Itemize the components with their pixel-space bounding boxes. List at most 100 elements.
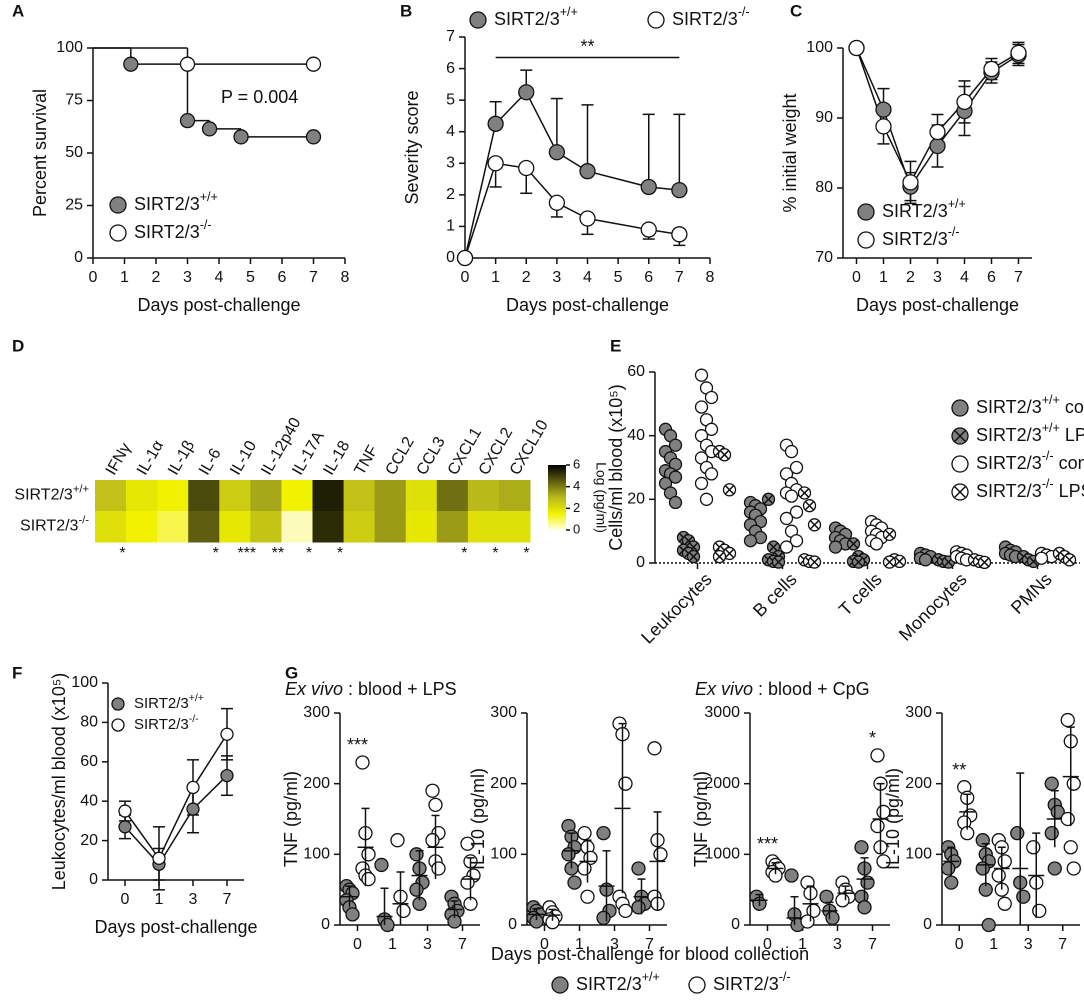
data-point bbox=[977, 555, 992, 570]
mean-sd bbox=[821, 901, 838, 920]
marker-circle bbox=[345, 907, 360, 922]
data-point bbox=[876, 854, 891, 869]
x-axis-label: Days post-challenge bbox=[856, 295, 1019, 315]
marker-circle bbox=[618, 903, 633, 919]
data-point bbox=[1016, 889, 1031, 904]
panel-letter: B bbox=[400, 1, 412, 20]
x-tick-label: 4 bbox=[960, 269, 969, 286]
data-point bbox=[1044, 825, 1059, 841]
legend-label: SIRT2/3-/- bbox=[882, 225, 960, 248]
marker-cross bbox=[894, 556, 905, 567]
y-tick-label: 75 bbox=[65, 92, 83, 109]
marker-cross bbox=[809, 520, 820, 530]
marker-circle bbox=[704, 390, 719, 405]
data-point bbox=[355, 755, 370, 770]
marker-circle bbox=[431, 861, 446, 876]
legend-label: SIRT2/3+/+ bbox=[882, 197, 966, 220]
heat-cell bbox=[250, 511, 282, 543]
data-point bbox=[882, 527, 897, 541]
y-tick-label: 200 bbox=[490, 775, 517, 792]
marker-circle bbox=[694, 476, 709, 491]
point bbox=[186, 802, 200, 816]
data-point bbox=[991, 868, 1006, 883]
marker-circle bbox=[828, 540, 843, 554]
marker-cross bbox=[719, 450, 730, 460]
legend-label: SIRT2/3+/+ bbox=[134, 190, 218, 213]
panel-letter: G bbox=[285, 663, 298, 682]
data-point bbox=[944, 875, 959, 890]
marker-circle bbox=[902, 174, 919, 191]
data-point bbox=[761, 492, 776, 506]
x-tick-label: 7 bbox=[223, 891, 232, 908]
point bbox=[579, 210, 596, 227]
data-point bbox=[789, 534, 804, 548]
marker-circle bbox=[390, 833, 405, 848]
data-point bbox=[975, 861, 990, 876]
marker-circle bbox=[631, 861, 646, 876]
marker-circle bbox=[800, 914, 815, 929]
mean-sd bbox=[411, 850, 428, 901]
column-label: CCL2 bbox=[383, 434, 418, 478]
marker-circle bbox=[1044, 825, 1059, 841]
data-point bbox=[567, 875, 582, 890]
marker-circle bbox=[567, 875, 582, 890]
marker-circle bbox=[561, 847, 576, 862]
x-tick-label: 1 bbox=[120, 269, 129, 286]
data-point bbox=[800, 914, 815, 929]
marker-circle bbox=[857, 231, 875, 249]
mean-sd bbox=[1012, 772, 1029, 925]
data-point bbox=[789, 505, 804, 519]
survival-marker bbox=[179, 56, 196, 72]
column-label: IL-18 bbox=[320, 438, 353, 478]
marker-circle bbox=[1060, 712, 1075, 728]
marker-circle bbox=[857, 900, 872, 915]
data-point bbox=[766, 540, 781, 554]
marker-circle bbox=[396, 903, 411, 919]
heat-cell bbox=[250, 480, 282, 512]
data-point bbox=[918, 553, 933, 567]
legend-marker bbox=[951, 399, 969, 417]
significance-label: * bbox=[337, 545, 343, 562]
y-tick-label: 20 bbox=[80, 832, 98, 849]
data-point bbox=[460, 875, 475, 890]
heat-cell bbox=[405, 480, 438, 512]
data-point bbox=[704, 390, 719, 405]
marker-circle bbox=[109, 224, 127, 242]
marker-circle bbox=[956, 93, 973, 111]
significance-label: * bbox=[523, 545, 529, 562]
significance-label: * bbox=[213, 545, 219, 562]
colorbar-label: Log (pg/ml) bbox=[593, 462, 609, 533]
x-tick-label: 1 bbox=[989, 936, 998, 953]
data-point bbox=[396, 903, 411, 919]
y-tick-label: 60 bbox=[80, 753, 98, 770]
point bbox=[518, 159, 535, 177]
mean-sd bbox=[1062, 726, 1079, 827]
y-tick-label: 40 bbox=[627, 427, 645, 444]
mean-sd bbox=[959, 793, 976, 830]
point bbox=[548, 144, 566, 161]
marker-circle bbox=[876, 854, 891, 869]
data-point bbox=[668, 495, 683, 510]
marker-circle bbox=[118, 804, 132, 818]
marker-cross bbox=[683, 535, 694, 546]
marker-circle bbox=[854, 840, 869, 855]
mean-sd bbox=[528, 907, 545, 921]
data-point bbox=[771, 555, 786, 569]
marker-circle bbox=[1010, 825, 1025, 841]
data-point bbox=[892, 554, 907, 569]
y-tick-label: 300 bbox=[905, 704, 932, 721]
y-tick-label: 300 bbox=[303, 704, 330, 721]
x-tick-label: 1 bbox=[879, 269, 888, 286]
panel-letter: A bbox=[12, 1, 24, 20]
significance-label: *** bbox=[347, 735, 368, 755]
marker-circle bbox=[668, 438, 683, 452]
marker-circle bbox=[688, 976, 706, 994]
marker-circle bbox=[409, 882, 424, 897]
x-tick-label: 0 bbox=[540, 936, 549, 953]
marker-circle bbox=[870, 748, 885, 763]
significance-label: * bbox=[461, 545, 467, 562]
data-point bbox=[699, 492, 714, 506]
marker-circle bbox=[409, 847, 424, 862]
marker-circle bbox=[380, 917, 395, 933]
